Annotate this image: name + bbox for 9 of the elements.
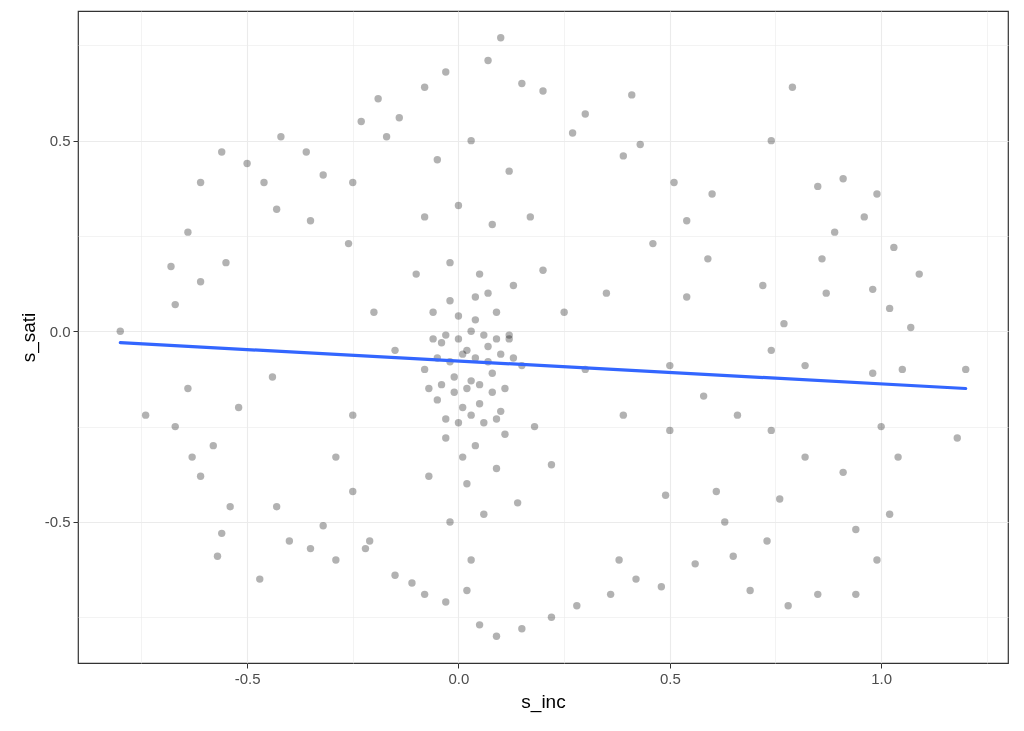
y-tick-label: -0.5 [44, 513, 71, 531]
x-tick-label: 0.5 [659, 669, 681, 687]
y-tick-label: 0.5 [49, 132, 71, 150]
x-axis-title: s_inc [521, 690, 566, 713]
x-tick-label: -0.5 [234, 669, 261, 687]
y-tick-label: 0.0 [49, 322, 71, 340]
x-tick-label: 0.0 [448, 669, 470, 687]
y-axis-title: s_sati [17, 312, 40, 363]
x-tick-label: 1.0 [871, 669, 893, 687]
